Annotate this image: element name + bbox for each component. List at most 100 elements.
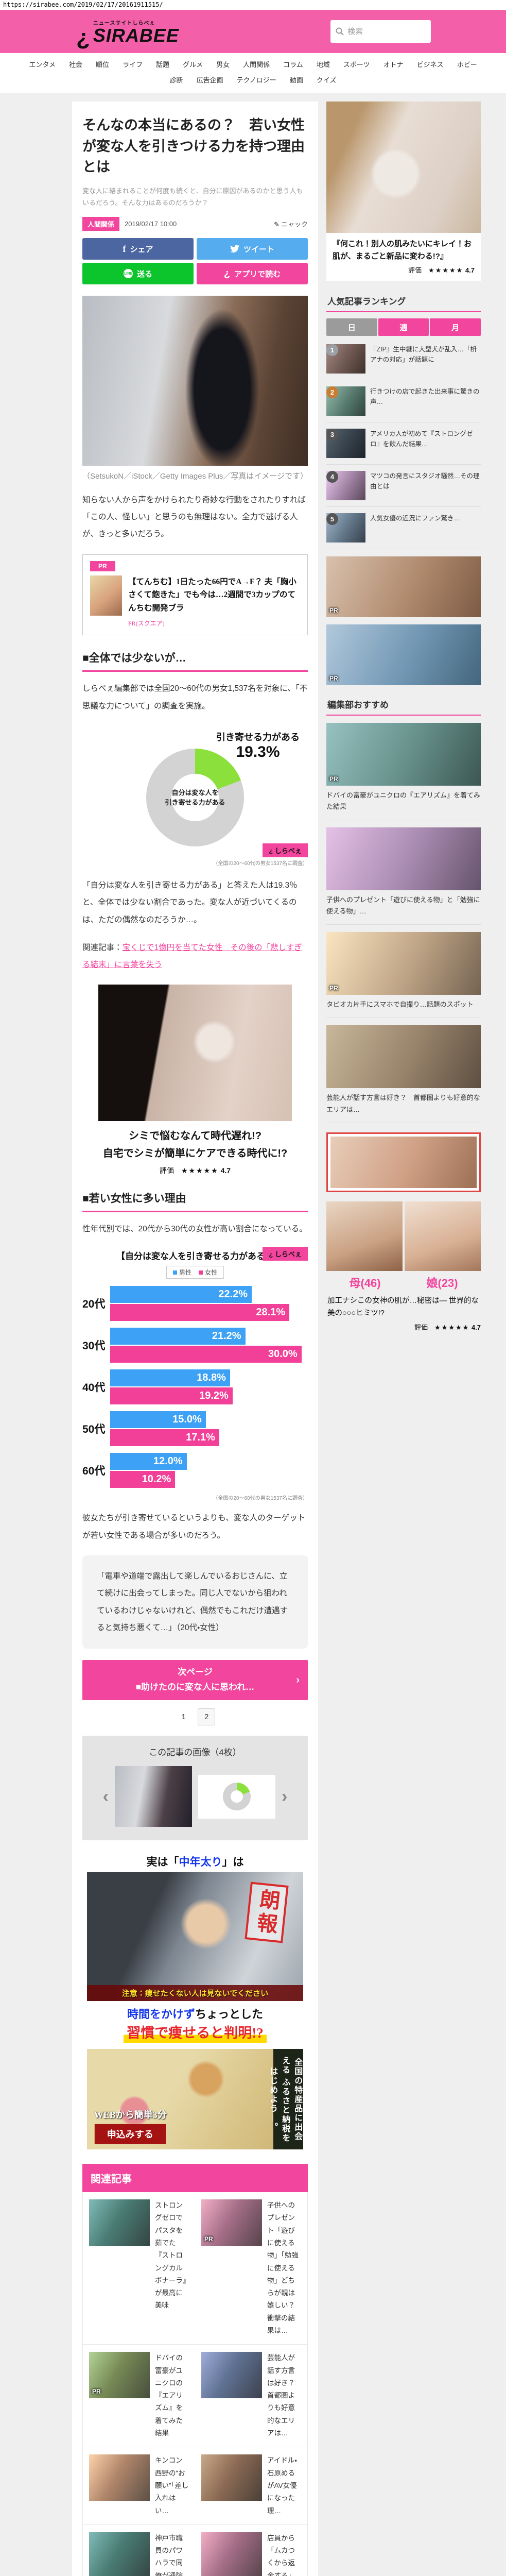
site-logo[interactable]: ¿ ニュースサイトしらべぇ SIRABEE xyxy=(76,19,179,50)
gallery-prev-icon[interactable]: ‹ xyxy=(102,1787,109,1807)
bar-男性: 15.0% xyxy=(110,1411,206,1429)
editors-pick-item[interactable]: PR タピオカ片手にスマホで自撮り…話題のスポット xyxy=(326,932,481,1019)
next-page-button[interactable]: 次ページ ■助けたのに変な人に思われ… › xyxy=(82,1660,308,1701)
furusato-apply-button[interactable]: 申込みする xyxy=(94,2124,166,2145)
pr-ad-card[interactable]: PR 【てんちむ】1日たった66円でA→F？ 夫「胸小さくて飽きた」でも今は…2… xyxy=(82,554,308,636)
related-article-item[interactable]: キンコン西野の“お願い”「差し入れはい… xyxy=(83,2447,195,2525)
ranking-item[interactable]: 5 人気女優の近況にファン驚き… xyxy=(326,507,481,549)
hero-caption: （SetsukoN／iStock／Getty Images Plus／写真はイメ… xyxy=(82,472,308,481)
article-thumbnail: PR xyxy=(89,2352,150,2399)
ranking-tab-weekly[interactable]: 週 xyxy=(378,318,429,336)
skincare-ad[interactable]: シミで悩むなんて時代遅れ!? 自宅でシミが簡単にケアできる時代に!? 評価 ★★… xyxy=(82,985,308,1176)
search-box[interactable] xyxy=(330,20,431,43)
nav-item[interactable]: スポーツ xyxy=(343,61,370,69)
related-articles-grid: ストロングゼロでパスタを茹でた『ストロングカルボナーラ』が最高に美味 PR 子供… xyxy=(82,2192,308,2576)
publish-date: 2019/02/17 10:00 xyxy=(125,220,177,228)
bar-value-label: 19.2% xyxy=(199,1390,229,1402)
nav-item[interactable]: 地域 xyxy=(316,61,330,69)
bar-value-label: 22.2% xyxy=(218,1289,248,1300)
related-article-item[interactable]: PR ドバイの富豪がユニクロの『エアリズム』を着てみた結果 xyxy=(83,2345,195,2448)
related-article-item[interactable]: 芸能人が話す方言は好き？ 首都圏よりも好意的なエリアは… xyxy=(195,2345,307,2448)
pr-ad-source[interactable]: PR(スクエア) xyxy=(128,620,165,628)
gallery-chart-thumb xyxy=(223,1783,251,1811)
line-send-button[interactable]: LINE 送る xyxy=(82,263,194,285)
nav-item[interactable]: テクノロジー xyxy=(236,76,276,84)
nav-item[interactable]: クイズ xyxy=(316,76,337,84)
sirabee-hook-icon: ¿ xyxy=(76,25,90,50)
pr-label: PR xyxy=(92,2388,101,2396)
related-article-link[interactable]: 宝くじで1億円を当てた女性 その後の「悲しすぎる結末」に言葉を失う xyxy=(82,943,302,969)
article-thumbnail xyxy=(89,2454,150,2501)
nav-item[interactable]: コラム xyxy=(283,61,303,69)
article-item-title: マツコの発言にスタジオ騒然…その理由とは xyxy=(370,472,480,490)
rank-number-badge: 4 xyxy=(326,471,338,483)
sidebar-bottom-ad[interactable]: 母(46) 娘(23) 加工ナシこの女神の肌が…秘密は— 世界的な美の○○○ヒミ… xyxy=(326,1201,481,1332)
nav-item[interactable]: 話題 xyxy=(156,61,170,69)
bar-category-label: 40代 xyxy=(82,1382,106,1394)
search-icon xyxy=(336,27,344,36)
nav-item[interactable]: ホビー xyxy=(457,61,477,69)
article-item-title: 神戸市職員のパワハラで同僚が通院 xyxy=(155,2534,183,2576)
ranking-tab-daily[interactable]: 日 xyxy=(326,318,377,336)
related-article-item[interactable]: 店員から「ムカつくから返金する」 店と客… xyxy=(195,2524,307,2576)
rank-number-badge: 1 xyxy=(326,344,338,356)
nav-item[interactable]: 順位 xyxy=(96,61,110,69)
diet-ad-image: 朗報 注意：痩せたくない人は見ないでください xyxy=(86,1872,304,2002)
donut-slice-label: 引き寄せる力がある xyxy=(216,732,300,743)
nav-item[interactable]: ビジネス xyxy=(416,61,444,69)
ranking-item[interactable]: 3 アメリカ人が初めて『ストロングゼロ』を飲んだ結果… xyxy=(326,422,481,465)
ranking-item[interactable]: 2 行きつけの店で起きた出来事に驚きの声… xyxy=(326,380,481,422)
nav-item[interactable]: 男女 xyxy=(216,61,230,69)
diet-ad[interactable]: 実は「中年太り」は 朗報 注意：痩せたくない人は見ないでください 時間をかけずち… xyxy=(82,1854,308,2043)
sirabee-chart-logo[interactable]: ¿ しらべぇ xyxy=(263,843,308,858)
gallery-thumb-1[interactable] xyxy=(115,1766,192,1827)
diet-ad-caution: 注意：痩せたくない人は見ないでください xyxy=(86,1985,304,2002)
twitter-tweet-button[interactable]: ツイート xyxy=(197,238,308,260)
related-article-item[interactable]: 神戸市職員のパワハラで同僚が通院 xyxy=(83,2525,195,2576)
editors-pick-item[interactable]: 子供へのプレゼント「遊びに使える物」と「勉強に使える物」… xyxy=(326,827,481,925)
search-input[interactable] xyxy=(347,27,420,36)
nav-item[interactable]: エンタメ xyxy=(29,61,56,69)
author-link[interactable]: ✎ ニャック xyxy=(274,219,308,229)
nav-item[interactable]: ライフ xyxy=(123,61,143,69)
sidebar-bottom-ad-title: 加工ナシこの女神の肌が…秘密は— 世界的な美の○○○ヒミツ!? xyxy=(327,1296,479,1318)
nav-item[interactable]: グルメ xyxy=(183,61,203,69)
related-article-item[interactable]: PR 子供へのプレゼント「遊びに使える物」「勉強に使える物」どちらが親は嬉しい？… xyxy=(195,2192,307,2345)
related-article-item[interactable]: ストロングゼロでパスタを茹でた『ストロングカルボナーラ』が最高に美味 xyxy=(83,2192,195,2345)
sidebar-red-border-ad[interactable] xyxy=(326,1132,481,1192)
sidebar-pr-card[interactable]: PR xyxy=(326,624,481,685)
nav-item[interactable]: 広告企画 xyxy=(196,76,223,84)
article-item-title: 行きつけの店で起きた出来事に驚きの声… xyxy=(370,388,480,405)
legend-swatch xyxy=(172,1270,177,1275)
nav-item[interactable]: 動画 xyxy=(289,76,303,84)
nav-item[interactable]: 社会 xyxy=(69,61,83,69)
category-badge[interactable]: 人間関係 xyxy=(82,217,120,231)
gallery-thumb-2[interactable] xyxy=(198,1774,275,1819)
sidebar-ad-image xyxy=(326,101,481,233)
sidebar-pr-card[interactable]: PR xyxy=(326,556,481,617)
page-number-2[interactable]: 2 xyxy=(198,1708,216,1726)
bar-男性: 12.0% xyxy=(110,1453,187,1470)
facebook-icon: f xyxy=(123,243,126,254)
read-in-app-button[interactable]: ¿ アプリで読む xyxy=(197,263,308,285)
editors-pick-item[interactable]: 芸能人が話す方言は好き？ 首都圏よりも好意的なエリアは… xyxy=(326,1025,481,1123)
section-heading-2: ■若い女性に多い理由 xyxy=(82,1190,308,1213)
furusato-ad[interactable]: 全国の特産品に出会える ふるさと納税をはじめよう—。 WEBから簡単3分 申込み… xyxy=(86,2049,304,2150)
nav-item[interactable]: 診断 xyxy=(169,76,183,84)
skincare-ad-line1: シミで悩むなんて時代遅れ!? xyxy=(129,1130,261,1142)
ranking-tab-monthly[interactable]: 月 xyxy=(430,318,481,336)
bar-category-label: 60代 xyxy=(82,1465,106,1478)
sirabee-hook-icon: ¿ xyxy=(269,847,273,855)
sirabee-app-icon: ¿ xyxy=(223,267,231,279)
ranking-item[interactable]: 4 マツコの発言にスタジオ騒然…その理由とは xyxy=(326,465,481,507)
pr-card-image xyxy=(326,556,481,617)
nav-item[interactable]: 人間関係 xyxy=(243,61,270,69)
related-article-item[interactable]: アイドル・石原めるがAV女優になった理… xyxy=(195,2447,307,2525)
facebook-share-button[interactable]: f シェア xyxy=(82,238,194,260)
gallery-next-icon[interactable]: › xyxy=(282,1787,288,1807)
nav-item[interactable]: オトナ xyxy=(383,61,404,69)
editors-pick-item[interactable]: PR ドバイの富豪がユニクロの『エアリズム』を着てみた結果 xyxy=(326,723,481,821)
sidebar-top-ad[interactable]: 『何これ！別人の肌みたいにキレイ！お肌が、まるごと新品に変わる!?』 評価 ★★… xyxy=(326,101,481,281)
ranking-item[interactable]: 1 『ZIP』生中継に大型犬が乱入…「枡アナの対応」が話題に xyxy=(326,338,481,380)
page-number-current: 1 xyxy=(181,1713,186,1722)
